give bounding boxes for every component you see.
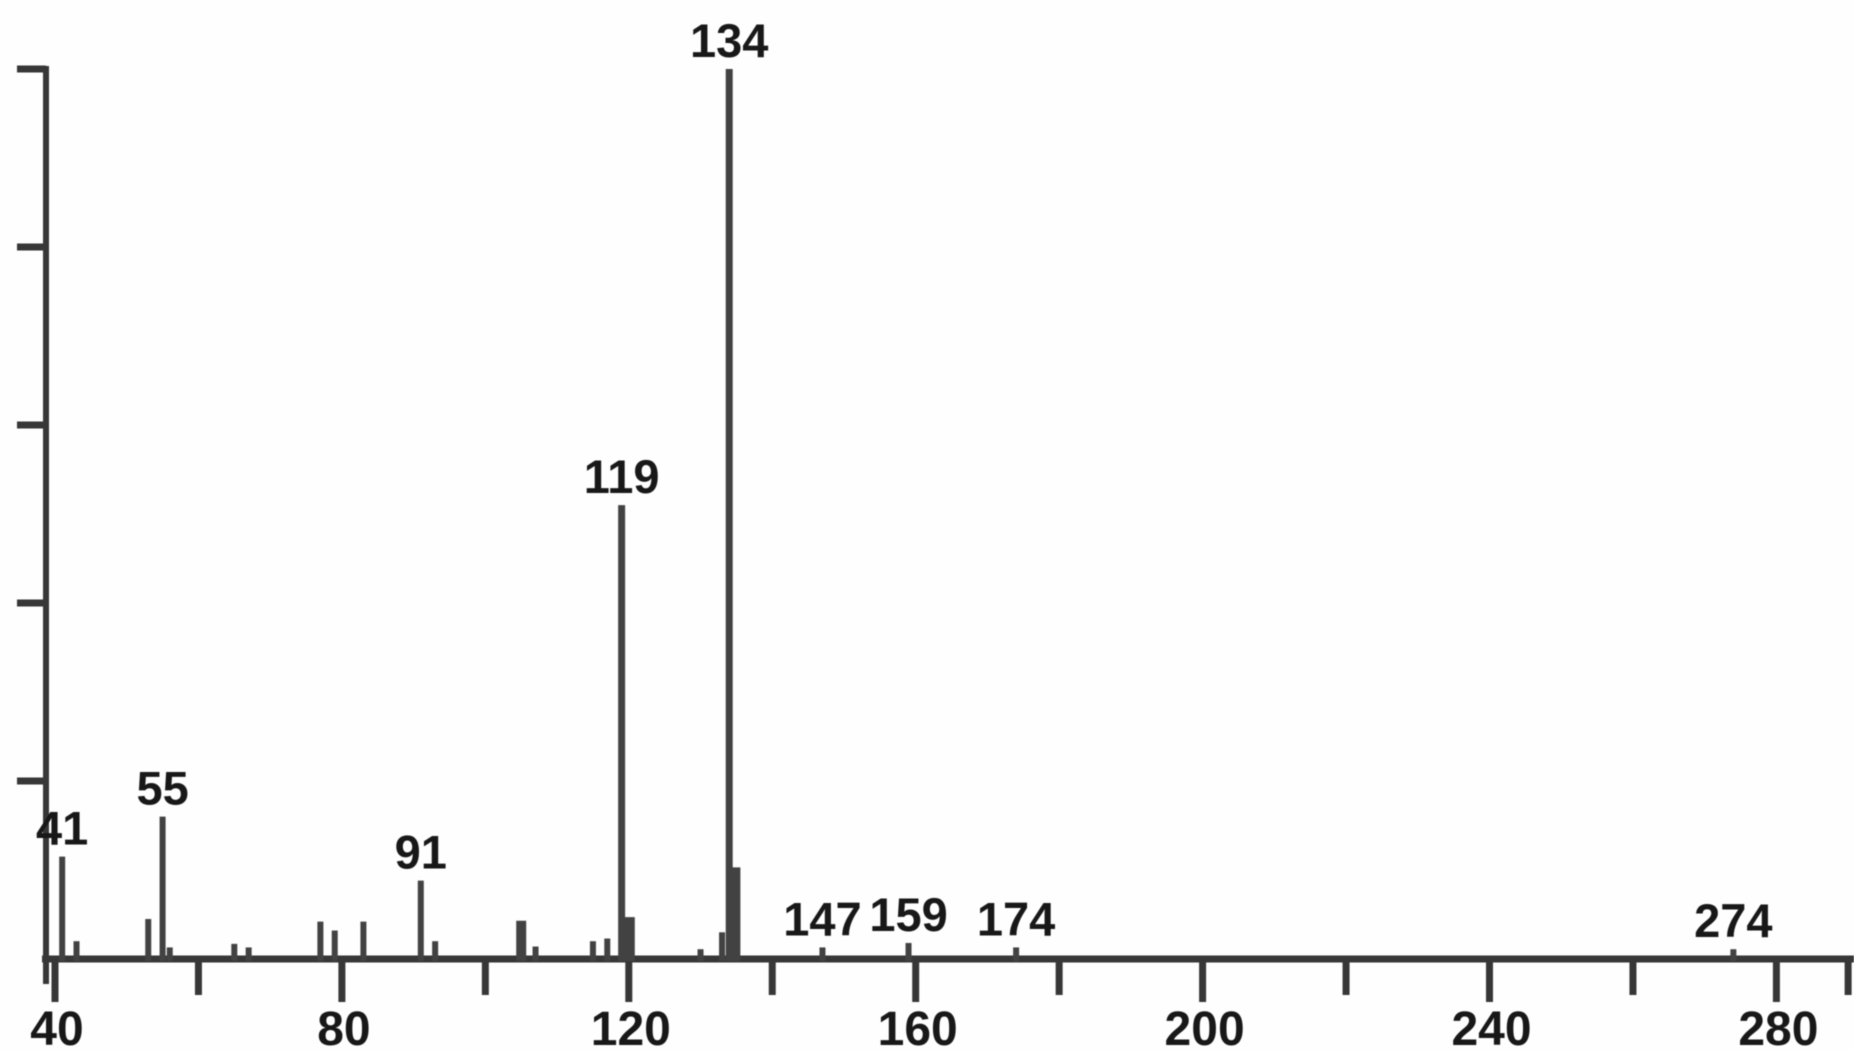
x-tick-label: 240 <box>1451 1003 1531 1050</box>
peak-label: 274 <box>1694 894 1772 947</box>
x-tick-label: 120 <box>591 1003 671 1050</box>
peak-label: 134 <box>690 14 768 67</box>
peak-label: 174 <box>977 892 1055 945</box>
x-tick-label: 40 <box>30 1003 83 1050</box>
peak-label: 119 <box>584 450 660 503</box>
x-tick-label: 80 <box>317 1003 370 1050</box>
peak-label: 147 <box>783 892 861 945</box>
x-tick-label: 280 <box>1738 1003 1818 1050</box>
peak-label: 55 <box>136 762 188 815</box>
x-tick-label: 160 <box>878 1003 958 1050</box>
x-tick-label: 200 <box>1165 1003 1245 1050</box>
peak-label: 159 <box>869 888 947 941</box>
peak-label: 41 <box>36 802 88 855</box>
peak-label: 91 <box>395 826 447 879</box>
